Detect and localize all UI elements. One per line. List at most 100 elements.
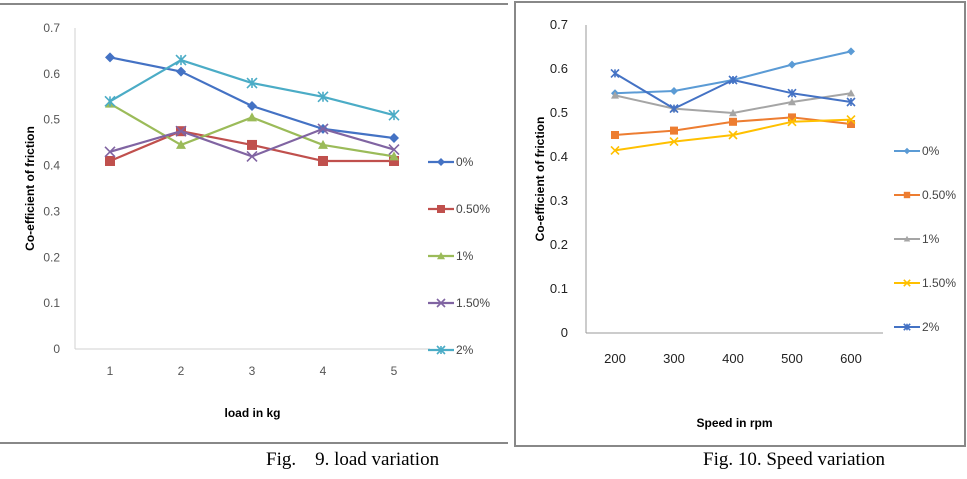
left-y-tick-label: 0.2 bbox=[43, 250, 60, 264]
right-legend-marker bbox=[903, 147, 911, 155]
right-series-0_50pct bbox=[611, 113, 855, 139]
right-data-point bbox=[610, 145, 620, 155]
right-x-axis-title: Speed in rpm bbox=[696, 416, 772, 430]
left-legend-marker bbox=[437, 205, 445, 213]
left-data-point bbox=[247, 139, 257, 150]
left-data-point bbox=[104, 146, 116, 158]
left-data-point bbox=[175, 125, 187, 137]
left-data-point bbox=[389, 155, 399, 166]
right-data-point bbox=[611, 131, 619, 139]
left-legend-marker bbox=[437, 252, 445, 260]
left-data-point bbox=[317, 123, 329, 135]
right-y-tick-label: 0.6 bbox=[550, 61, 568, 76]
left-legend-marker bbox=[436, 298, 446, 308]
figure-10-caption: Fig. 10. Speed variation bbox=[703, 449, 886, 470]
left-data-point bbox=[105, 52, 115, 63]
left-series-0pct bbox=[105, 52, 399, 144]
right-data-point bbox=[788, 98, 796, 106]
right-legend-item: 1% bbox=[894, 232, 940, 246]
load-variation-chart: 0 0.1 0.2 0.3 0.4 0.5 0.6 0.7 1 2 3 4 5 load in kg Co-… bbox=[23, 21, 490, 420]
left-legend-item: 1.50% bbox=[428, 296, 490, 310]
left-y-tick-label: 0.1 bbox=[43, 296, 60, 310]
right-data-point bbox=[847, 47, 855, 56]
left-data-point bbox=[176, 139, 186, 149]
left-data-point bbox=[176, 66, 186, 77]
left-data-point bbox=[246, 77, 258, 89]
speed-variation-chart: 0 0.1 0.2 0.3 0.4 0.5 0.6 0.7 200 300 400 500 600 Spe… bbox=[533, 17, 956, 430]
left-legend-label: 1% bbox=[456, 249, 474, 263]
left-data-point bbox=[105, 155, 115, 166]
left-legend-item: 1% bbox=[428, 249, 474, 263]
right-legend-label: 1% bbox=[922, 232, 940, 246]
right-data-point bbox=[729, 109, 737, 117]
left-x-tick-label: 3 bbox=[249, 364, 256, 378]
left-y-tick-label: 0.3 bbox=[43, 204, 60, 218]
right-data-point bbox=[729, 117, 737, 126]
right-data-point bbox=[788, 60, 796, 69]
left-data-point bbox=[388, 109, 400, 121]
right-legend-label: 1.50% bbox=[922, 276, 956, 290]
left-legend-label: 1.50% bbox=[456, 296, 490, 310]
left-data-point bbox=[318, 155, 328, 166]
right-legend-label: 2% bbox=[922, 320, 940, 334]
left-data-point bbox=[104, 95, 116, 107]
left-series-2pct bbox=[104, 54, 400, 121]
left-legend-marker bbox=[437, 158, 445, 166]
right-data-point bbox=[669, 137, 679, 147]
right-x-tick-label: 300 bbox=[663, 351, 685, 366]
right-legend-marker bbox=[903, 279, 911, 287]
right-x-tick-label: 500 bbox=[781, 351, 803, 366]
left-x-tick-label: 4 bbox=[320, 364, 327, 378]
left-data-point bbox=[175, 54, 187, 66]
left-data-point bbox=[317, 91, 329, 103]
left-y-tick-label: 0 bbox=[53, 342, 60, 356]
right-series-line bbox=[614, 50, 852, 95]
left-data-point bbox=[389, 151, 399, 161]
right-x-tick-label: 600 bbox=[840, 351, 862, 366]
right-x-tick-label: 400 bbox=[722, 351, 744, 366]
left-y-axis-title: Co-efficient of friction bbox=[23, 126, 37, 251]
left-x-tick-label: 2 bbox=[178, 364, 185, 378]
right-data-point bbox=[846, 115, 856, 125]
left-y-tick-label: 0.6 bbox=[43, 67, 60, 81]
right-y-tick-label: 0.1 bbox=[550, 281, 568, 296]
left-legend-item: 0% bbox=[428, 155, 474, 169]
speed-variation-chart-panel: 0 0.1 0.2 0.3 0.4 0.5 0.6 0.7 200 300 400 500 600 Spe… bbox=[514, 1, 966, 447]
right-data-point bbox=[787, 88, 797, 98]
left-data-point bbox=[247, 112, 257, 122]
right-legend-marker bbox=[903, 191, 911, 199]
right-data-point bbox=[847, 89, 855, 97]
right-data-point bbox=[847, 120, 855, 128]
left-legend-item: 0.50% bbox=[428, 202, 490, 216]
right-legend-item: 0.50% bbox=[894, 188, 956, 202]
right-y-tick-label: 0.3 bbox=[550, 193, 568, 208]
right-y-tick-label: 0.5 bbox=[550, 105, 568, 120]
left-legend-label: 0.50% bbox=[456, 202, 490, 216]
left-data-point bbox=[389, 133, 399, 144]
right-series-0pct bbox=[611, 47, 855, 98]
left-legend-label: 2% bbox=[456, 343, 474, 357]
left-series-1_50pct bbox=[104, 123, 400, 162]
right-data-point bbox=[670, 87, 678, 95]
left-x-tick-label: 5 bbox=[391, 364, 398, 378]
left-legend-item: 2% bbox=[428, 343, 474, 357]
right-legend-label: 0% bbox=[922, 144, 940, 158]
right-legend-item: 2% bbox=[894, 320, 940, 334]
left-data-point bbox=[247, 100, 257, 111]
left-legend-label: 0% bbox=[456, 155, 474, 169]
right-y-tick-label: 0.7 bbox=[550, 17, 568, 32]
right-y-tick-label: 0.4 bbox=[550, 149, 568, 164]
left-series-1pct bbox=[105, 98, 399, 161]
right-data-point bbox=[728, 75, 738, 85]
right-series-2pct bbox=[610, 68, 856, 114]
right-legend-marker bbox=[903, 235, 911, 242]
figure-9-caption: Fig. 9. load variation bbox=[266, 449, 440, 470]
right-data-point bbox=[846, 97, 856, 107]
right-legend-label: 0.50% bbox=[922, 188, 956, 202]
left-legend-marker bbox=[436, 345, 446, 355]
left-data-point bbox=[388, 143, 400, 156]
right-data-point bbox=[610, 68, 620, 78]
right-data-point bbox=[788, 113, 796, 122]
left-y-tick-label: 0.4 bbox=[43, 159, 60, 173]
left-series-line bbox=[109, 56, 395, 140]
